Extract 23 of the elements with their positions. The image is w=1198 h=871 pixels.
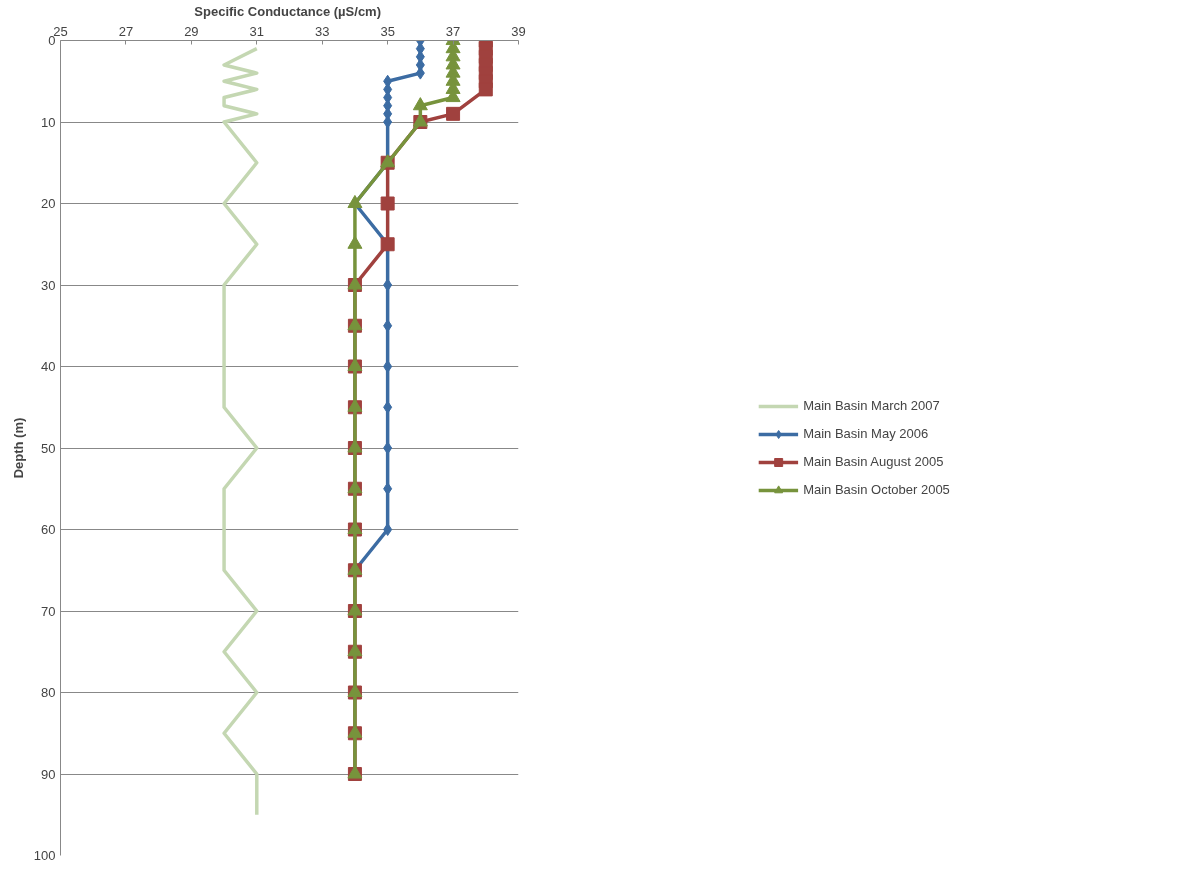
x-tick-label: 27 bbox=[118, 23, 134, 39]
x-tick-label: 31 bbox=[249, 23, 265, 39]
legend-label: Main Basin March 2007 bbox=[803, 398, 940, 413]
y-tick-label: 70 bbox=[41, 603, 56, 619]
y-tick-label: 20 bbox=[41, 196, 56, 211]
legend-label: Main Basin August 2005 bbox=[803, 454, 944, 469]
legend-label: Main Basin May 2006 bbox=[803, 426, 929, 441]
y-tick-label: 10 bbox=[41, 114, 56, 130]
y-tick-label: 60 bbox=[41, 522, 56, 537]
y-tick-label: 40 bbox=[41, 359, 56, 374]
y-axis-title: Depth (m) bbox=[10, 417, 26, 479]
y-tick-label: 80 bbox=[41, 685, 56, 700]
x-axis-title: Specific Conductance (µS/cm) bbox=[194, 3, 382, 19]
x-tick-label: 39 bbox=[511, 23, 526, 39]
y-tick-label: 90 bbox=[41, 766, 56, 782]
y-tick-label: 50 bbox=[41, 440, 56, 456]
y-tick-label: 30 bbox=[41, 277, 56, 293]
legend-label: Main Basin October 2005 bbox=[803, 482, 950, 497]
y-tick-label: 100 bbox=[33, 848, 56, 863]
x-tick-label: 37 bbox=[445, 23, 461, 39]
x-tick-label: 35 bbox=[380, 23, 395, 39]
x-tick-label: 29 bbox=[184, 23, 199, 39]
x-tick-label: 33 bbox=[314, 23, 330, 39]
